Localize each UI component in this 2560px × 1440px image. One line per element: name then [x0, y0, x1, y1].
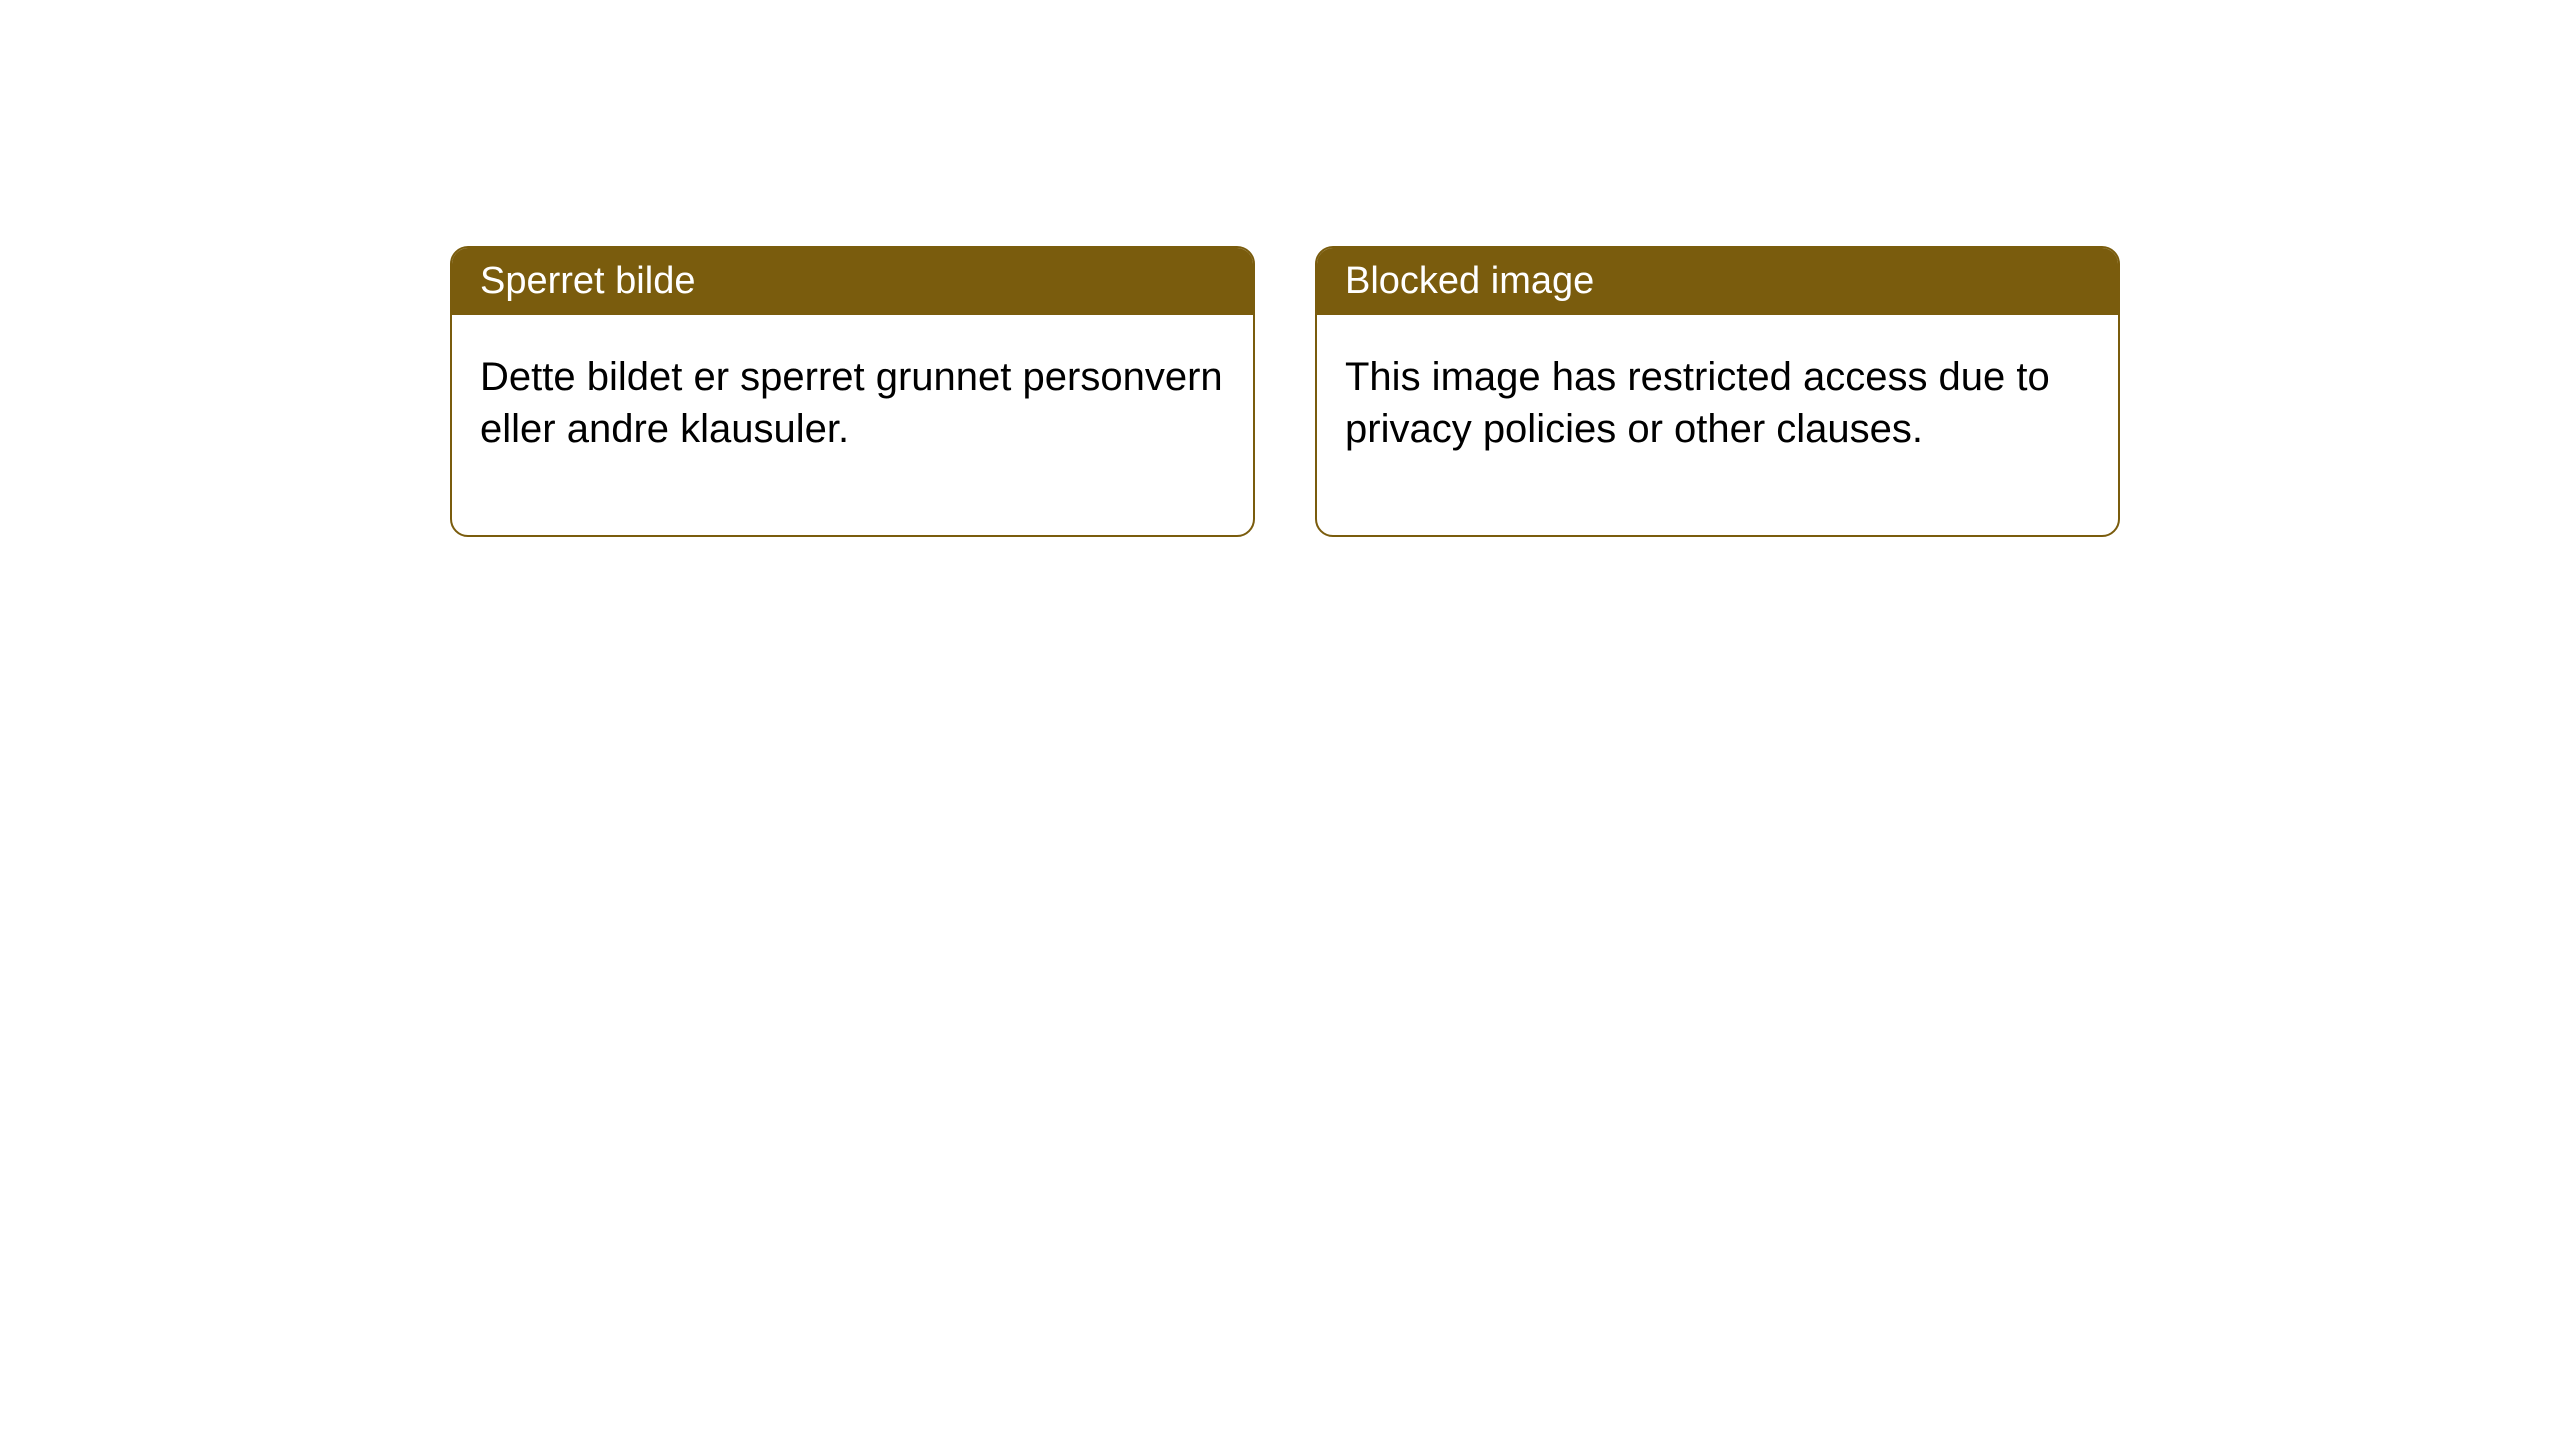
card-title: Blocked image [1345, 260, 1594, 302]
notice-card-norwegian: Sperret bilde Dette bildet er sperret gr… [450, 246, 1255, 537]
card-body: This image has restricted access due to … [1317, 315, 2118, 535]
card-header: Blocked image [1317, 248, 2118, 315]
notice-card-english: Blocked image This image has restricted … [1315, 246, 2120, 537]
card-header: Sperret bilde [452, 248, 1253, 315]
card-body-text: Dette bildet er sperret grunnet personve… [480, 355, 1223, 451]
card-body: Dette bildet er sperret grunnet personve… [452, 315, 1253, 535]
notice-container: Sperret bilde Dette bildet er sperret gr… [0, 0, 2560, 537]
card-title: Sperret bilde [480, 260, 695, 302]
card-body-text: This image has restricted access due to … [1345, 355, 2050, 451]
